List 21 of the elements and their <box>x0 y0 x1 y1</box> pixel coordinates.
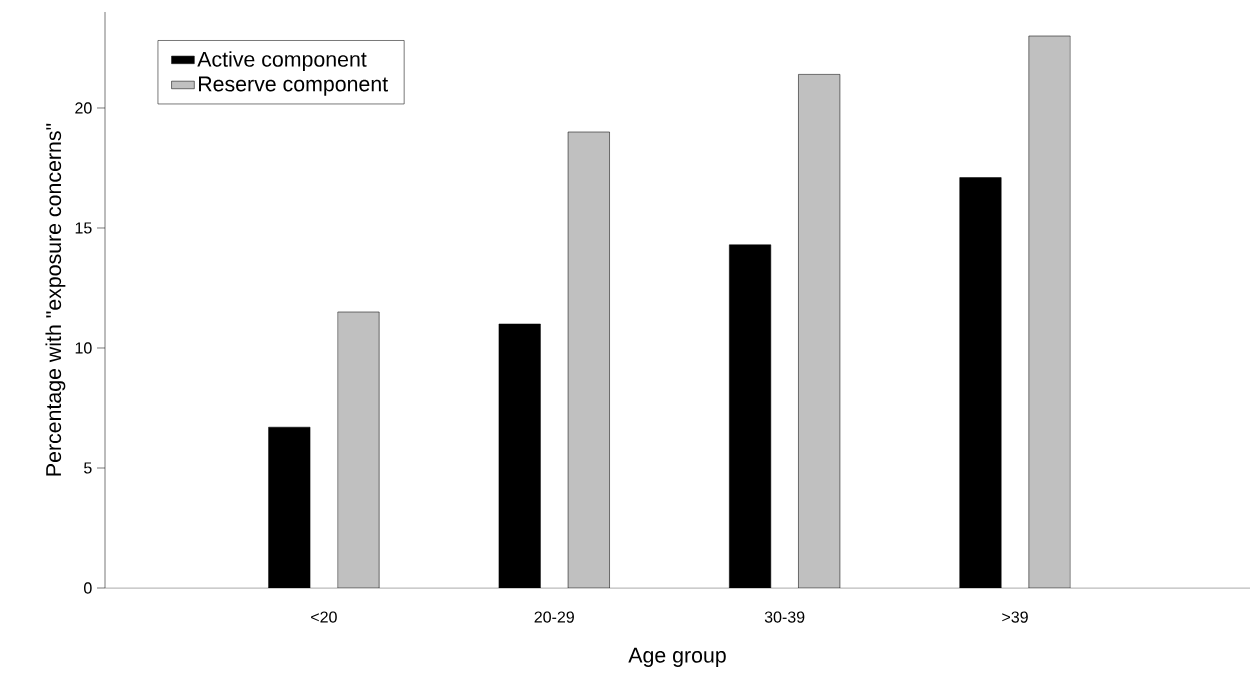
y-tick-label: 15 <box>75 222 92 234</box>
y-tick-label: 0 <box>84 582 92 594</box>
bar <box>959 177 1002 588</box>
x-tick-label: >39 <box>1002 611 1028 623</box>
y-tick-label: 20 <box>75 102 92 114</box>
bar <box>498 323 541 588</box>
y-tick-label: 10 <box>75 342 92 354</box>
bar <box>567 131 610 588</box>
legend-label: Reserve component <box>199 76 388 96</box>
y-tick-label: 5 <box>84 462 92 474</box>
x-tick-label: <20 <box>311 611 337 623</box>
bar <box>1028 35 1071 588</box>
legend-label: Active component <box>197 51 367 72</box>
y-axis-title: Percentage with "exposure concerns" <box>45 123 66 476</box>
x-tick-label: 30-39 <box>764 611 805 623</box>
x-tick-label: 20-29 <box>534 611 574 623</box>
bar <box>729 244 772 588</box>
x-axis-title: Age group <box>628 647 726 667</box>
bar <box>268 426 311 588</box>
bar <box>337 311 380 588</box>
bar <box>798 74 841 588</box>
